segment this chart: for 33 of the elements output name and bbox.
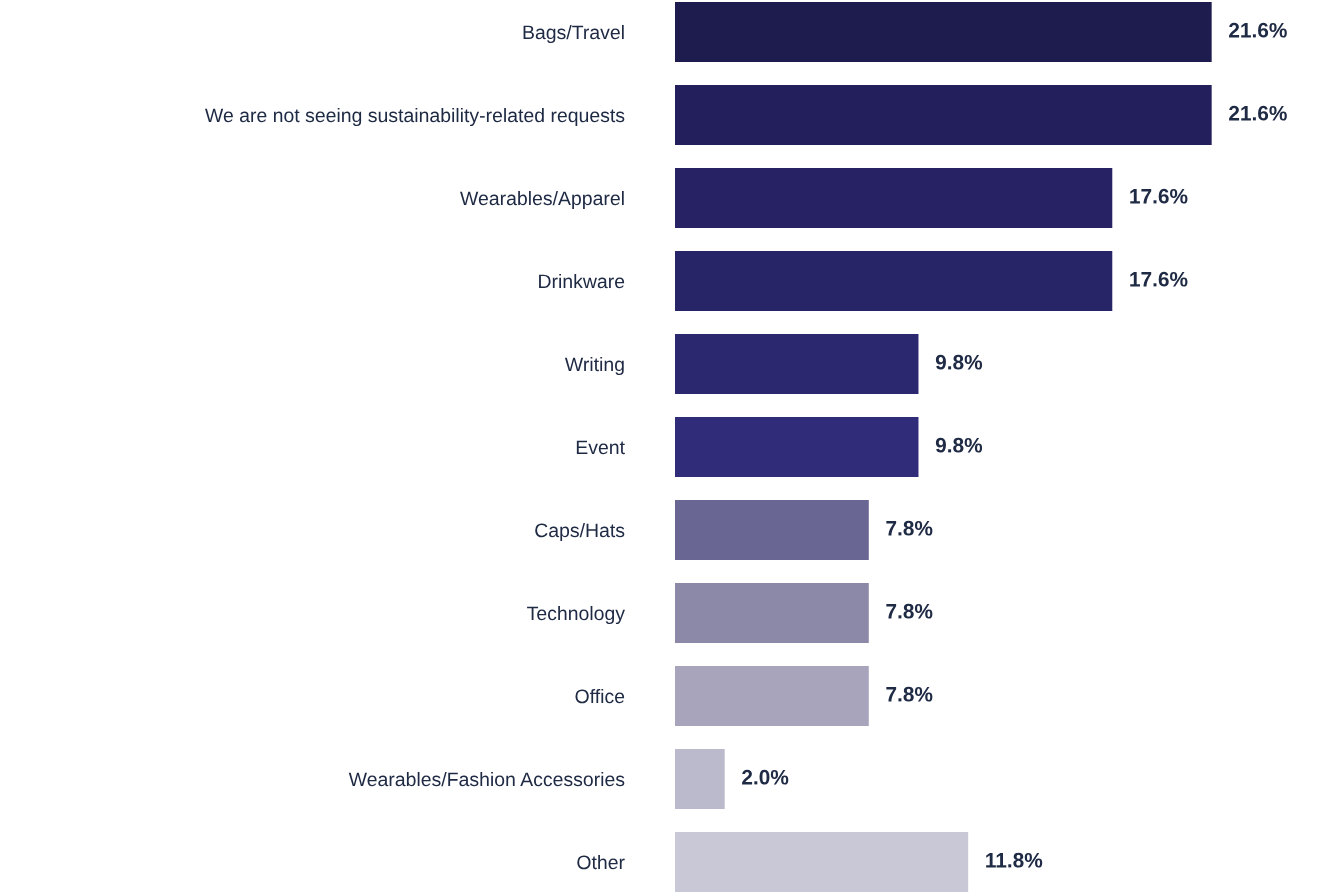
data-label: 11.8% xyxy=(986,852,1043,868)
y-tick-label: We are not seeing sustainability-related requests xyxy=(205,107,625,127)
y-tick-label: Other xyxy=(577,854,625,870)
bar xyxy=(675,85,1212,145)
y-tick-label: Wearables/Fashion Accessories xyxy=(348,771,625,787)
bar xyxy=(675,749,725,809)
data-label: 9.8% xyxy=(935,354,983,370)
y-tick-label: Technology xyxy=(527,605,625,625)
y-tick-label: Wearables/Apparel xyxy=(460,190,624,210)
bar xyxy=(675,832,969,892)
data-label: 7.8% xyxy=(886,520,933,536)
data-label: 9.8% xyxy=(935,437,983,453)
bar xyxy=(675,500,869,560)
bar xyxy=(675,168,1113,228)
y-tick-label: Writing xyxy=(564,356,624,376)
y-tick-label: Caps/Hats xyxy=(535,522,625,542)
bar xyxy=(675,666,869,726)
data-label: 21.6% xyxy=(1229,105,1287,121)
bar xyxy=(675,2,1212,62)
y-tick-label: Drinkware xyxy=(539,273,625,289)
bar xyxy=(675,334,919,394)
data-label: 17.6% xyxy=(1130,271,1188,287)
y-tick-label: Bags/Travel xyxy=(523,24,624,44)
data-label: 2.0% xyxy=(742,769,789,785)
data-label: 7.8% xyxy=(886,686,933,702)
y-tick-label: Office xyxy=(575,688,625,704)
data-label: 17.6% xyxy=(1130,188,1188,204)
bar xyxy=(675,583,869,643)
bar xyxy=(675,417,919,477)
bar xyxy=(675,251,1113,311)
y-tick-label: Event xyxy=(576,440,625,455)
data-label: 7.8% xyxy=(886,603,933,619)
data-label: 21.6% xyxy=(1229,22,1287,38)
